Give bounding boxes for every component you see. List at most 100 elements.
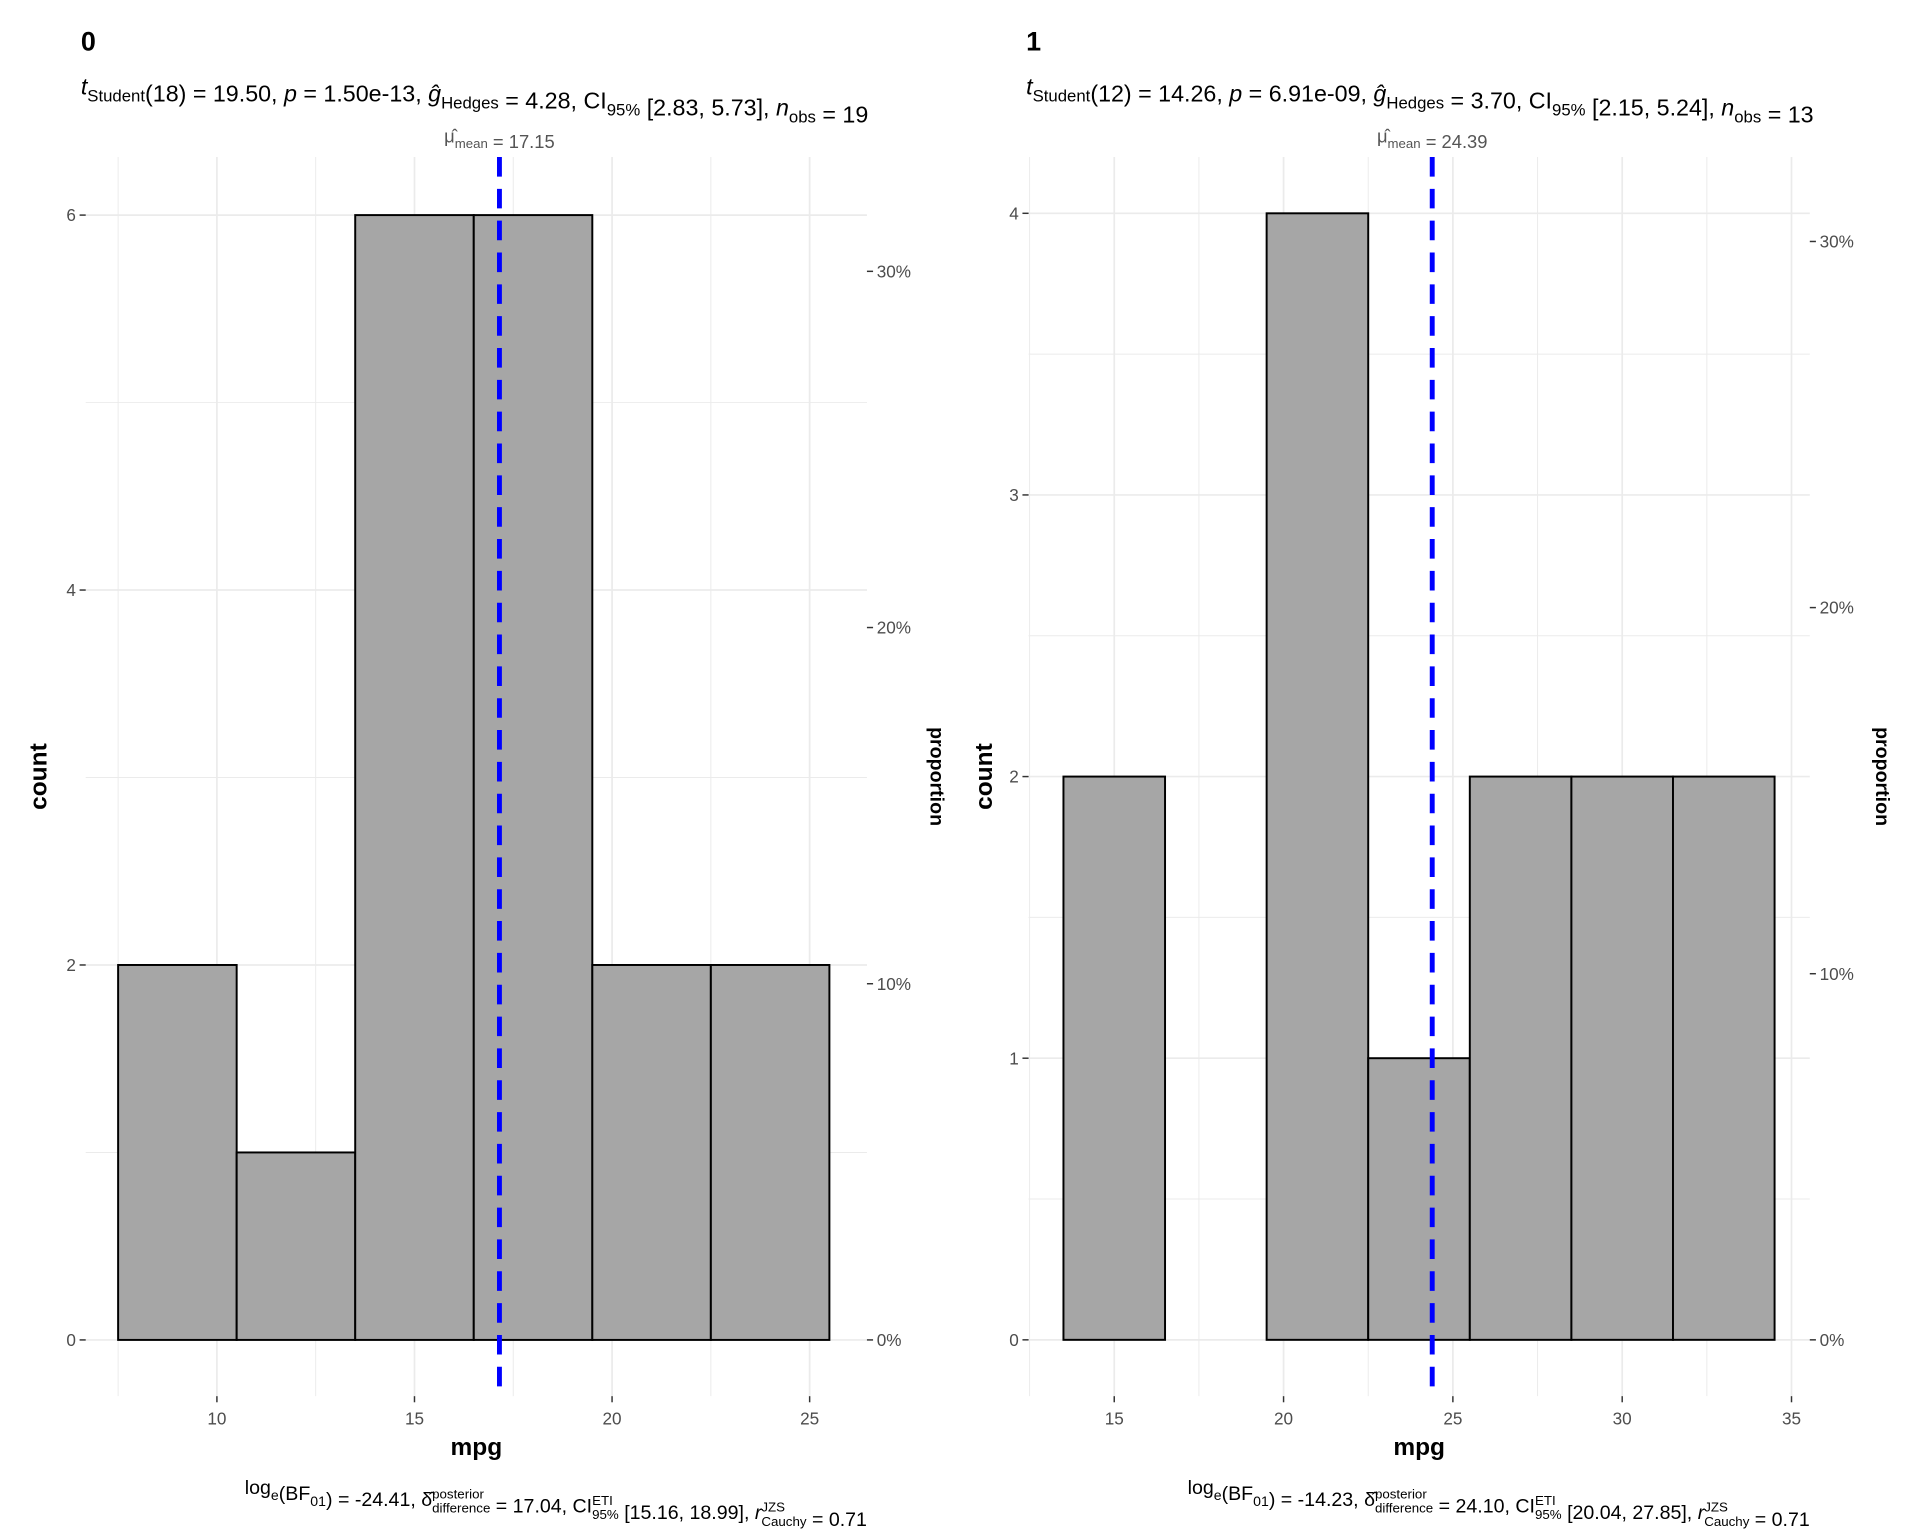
histogram-bar	[591, 964, 712, 1341]
text-segment: [2.15, 5.24],	[1586, 94, 1722, 120]
text-segment: = 0.71	[807, 1509, 867, 1531]
superscript: JZS	[1704, 1500, 1728, 1515]
superscript: ETI	[592, 1493, 613, 1508]
subscript: 01	[310, 1493, 326, 1509]
text-segment: μ̂	[1377, 125, 1391, 146]
subscript: Hedges	[441, 93, 499, 112]
text-segment: [20.04, 27.85],	[1562, 1502, 1698, 1524]
y-tick-label: 4	[1009, 203, 1019, 223]
x-tick-label: 20	[603, 1408, 622, 1428]
subscript: 95%	[1552, 100, 1586, 119]
histogram-bar	[117, 964, 238, 1341]
subscript: Cauchy	[1704, 1514, 1749, 1529]
y2-tick-label: 0%	[877, 1330, 902, 1350]
text-segment: = 3.70, CI	[1444, 87, 1552, 113]
y-tick-label: 4	[66, 580, 76, 600]
panel-caption: loge(BF01) = -24.41, δ̂posterior differen…	[245, 1477, 867, 1531]
text-segment: = 17.15	[488, 131, 555, 152]
panel-title: 0	[81, 26, 96, 56]
superscript: ETI	[1535, 1493, 1556, 1508]
y2-axis-title: proportion	[926, 727, 948, 826]
y-tick-label: 1	[1009, 1048, 1019, 1068]
text-segment: t	[81, 74, 89, 100]
x-tick-label: 15	[405, 1408, 424, 1428]
y-tick-label: 2	[66, 955, 76, 975]
text-segment: (12) = 14.26,	[1090, 81, 1229, 107]
y2-tick-label: 10%	[1820, 964, 1854, 984]
subscript: Hedges	[1386, 93, 1444, 112]
text-segment: n	[1721, 94, 1734, 120]
mean-label: μ̂mean = 17.15	[444, 125, 555, 152]
mean-label: μ̂mean = 24.39	[1377, 125, 1488, 152]
subscript: 95%	[592, 1507, 619, 1522]
x-axis-title: mpg	[1393, 1434, 1445, 1461]
x-tick-label: 20	[1274, 1408, 1293, 1428]
x-tick-label: 25	[1443, 1408, 1462, 1428]
superscript: posterior	[1375, 1486, 1427, 1501]
text-segment: n	[776, 94, 789, 120]
y2-axis-title: proportion	[1871, 727, 1893, 826]
text-segment: = 6.91e-09,	[1242, 81, 1373, 107]
text-segment: ĝ	[428, 81, 441, 107]
subscript: Student	[1033, 87, 1091, 106]
text-segment: r	[755, 1502, 763, 1524]
text-segment: = 0.71	[1749, 1509, 1809, 1531]
text-segment: [15.16, 18.99],	[619, 1502, 755, 1524]
y-tick-label: 2	[1009, 767, 1019, 787]
histogram-bar	[1062, 775, 1167, 1341]
text-segment: = 4.28, CI	[499, 87, 607, 113]
histogram-bar	[1468, 775, 1573, 1341]
subscript: 95%	[607, 100, 641, 119]
x-axis-title: mpg	[450, 1434, 502, 1461]
text-segment: ) = -24.41,	[326, 1489, 421, 1511]
panel-subtitle: tStudent(18) = 19.50, p = 1.50e-13, ĝHed…	[81, 74, 868, 128]
subscript: Student	[87, 87, 145, 106]
text-segment: = 13	[1761, 101, 1813, 127]
x-tick-label: 35	[1782, 1408, 1801, 1428]
text-segment: (BF	[1222, 1483, 1254, 1505]
subscript: mean	[455, 136, 488, 151]
subscript: 01	[1253, 1493, 1269, 1509]
histogram-bar	[709, 964, 831, 1341]
text-segment: [2.83, 5.73],	[640, 94, 776, 120]
x-tick-label: 10	[207, 1408, 226, 1428]
text-segment: (BF	[279, 1483, 311, 1505]
text-segment: ĝ	[1373, 81, 1386, 107]
histogram-bar	[1367, 1057, 1471, 1341]
x-tick-label: 30	[1613, 1408, 1632, 1428]
text-segment: log	[1188, 1477, 1214, 1499]
histogram-bar	[235, 1151, 357, 1341]
y-tick-label: 3	[1009, 485, 1019, 505]
subscript: mean	[1388, 136, 1421, 151]
y-tick-label: 0	[1009, 1330, 1019, 1350]
subscript: 95%	[1535, 1507, 1562, 1522]
text-segment: = 1.50e-13,	[297, 81, 428, 107]
superscript: JZS	[761, 1500, 785, 1515]
text-segment: ) = -14.23,	[1269, 1489, 1364, 1511]
y2-tick-label: 30%	[877, 261, 911, 281]
text-segment: t	[1026, 74, 1034, 100]
text-segment: p	[1228, 81, 1242, 107]
subscript: Cauchy	[761, 1514, 806, 1529]
text-segment: r	[1698, 1502, 1706, 1524]
subscript: obs	[1734, 107, 1761, 126]
text-segment: = 19	[816, 101, 868, 127]
subscript: obs	[789, 107, 816, 126]
text-segment: = 24.10, CI	[1433, 1496, 1535, 1518]
y2-tick-label: 30%	[1820, 232, 1854, 252]
y2-tick-label: 20%	[1820, 598, 1854, 618]
histogram-bar	[1265, 212, 1370, 1341]
histogram-bar	[1672, 775, 1776, 1341]
text-segment: log	[245, 1477, 271, 1499]
x-tick-label: 25	[800, 1408, 819, 1428]
y2-tick-label: 20%	[877, 618, 911, 638]
subscript: difference	[1375, 1501, 1433, 1516]
text-segment: = 24.39	[1421, 131, 1488, 152]
subscript: e	[271, 1487, 279, 1503]
superscript: posterior	[432, 1486, 484, 1501]
y-axis-title: count	[971, 743, 998, 810]
panel-0: μ̂mean = 17.15 10 15 20 25 0 2 4 6 0% 10% 20% 30% mpg…	[26, 26, 948, 1530]
y-axis-title: count	[26, 743, 53, 810]
